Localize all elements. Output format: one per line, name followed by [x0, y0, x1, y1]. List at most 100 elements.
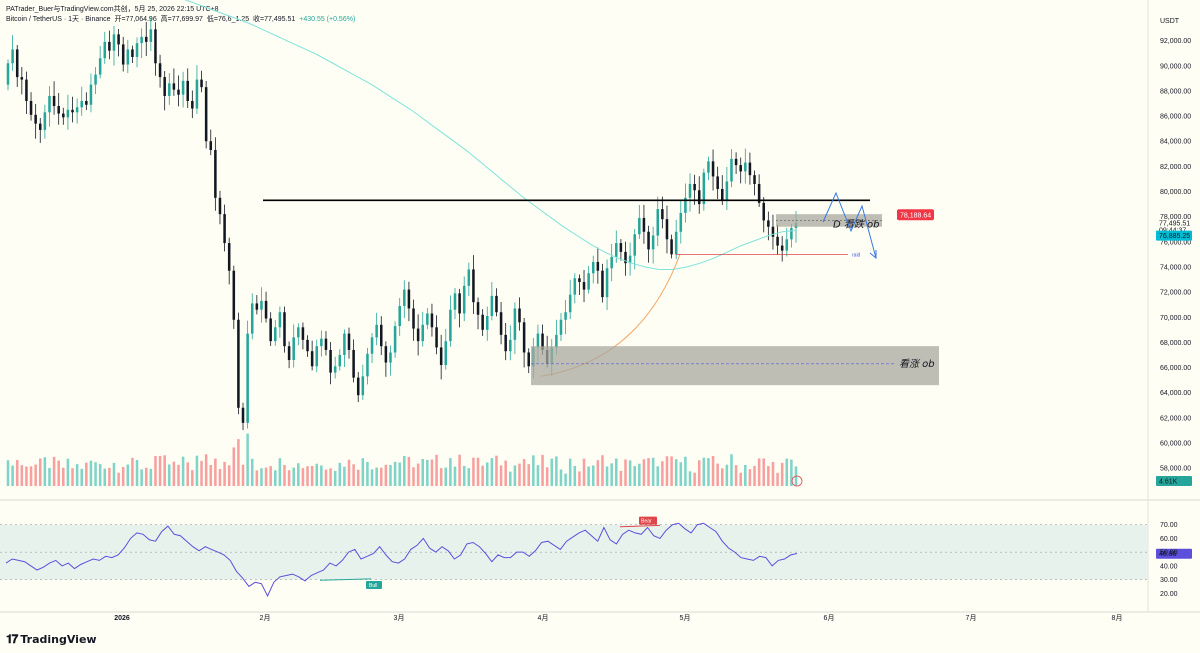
volume-bar	[633, 466, 636, 486]
candle-body	[485, 315, 489, 330]
candle-body	[191, 100, 194, 109]
volume-bar	[647, 458, 650, 486]
header-close: 收=77,495.51	[253, 16, 296, 23]
rsi-pane[interactable]: Bear Bull	[0, 516, 1148, 598]
volume-bar	[684, 456, 687, 486]
volume-bar	[260, 468, 263, 486]
volume-bar	[453, 466, 457, 486]
candle-body	[734, 158, 738, 166]
volume-bar	[149, 468, 153, 486]
volume-bar	[218, 468, 222, 486]
volume-bar	[527, 464, 530, 486]
candle-body	[582, 282, 586, 290]
header-symbol[interactable]: Bitcoin / TetherUS · 1天 · Binance	[6, 16, 111, 23]
volume-bar	[112, 462, 116, 486]
drawing-overlays[interactable]: 看涨 ob D 看跌 ob raid 78,188.64	[263, 191, 939, 487]
volume-bar	[195, 455, 199, 486]
ema-value-label: 76,885.25	[1159, 233, 1190, 240]
volume-bar	[241, 464, 245, 486]
candle-body	[306, 339, 309, 352]
candle-body	[34, 114, 37, 124]
volume-bar	[490, 458, 494, 486]
candle-body	[610, 256, 613, 269]
volume-bar	[85, 462, 88, 486]
price-tick-label: 76,000.00	[1160, 239, 1191, 246]
volume-bar	[555, 456, 558, 486]
candle-body	[513, 308, 517, 340]
volume-bar	[458, 454, 461, 486]
candle-body	[274, 327, 277, 342]
candle-body	[748, 162, 752, 176]
volume-bar	[435, 454, 438, 486]
volume-bar	[407, 456, 411, 486]
time-tick-label: 4月	[538, 614, 549, 622]
candle-body	[684, 197, 687, 213]
volume-bar	[610, 463, 613, 486]
candle-body	[439, 347, 443, 366]
header-source: PATrader_Buer与TradingView.com共创，5月 25, 2…	[6, 6, 219, 13]
volume-bar	[375, 467, 378, 486]
volume-bar	[278, 458, 282, 486]
volume-bar	[421, 459, 425, 486]
tradingview-logo[interactable]: 𝟏𝟕 TradingView	[6, 632, 97, 647]
rsi-line	[5, 522, 798, 598]
candle-body	[785, 239, 789, 251]
price-tick-label: 92,000.00	[1160, 38, 1191, 45]
candle-body	[237, 319, 240, 408]
candle-body	[131, 49, 134, 57]
volume-bar	[467, 468, 471, 486]
price-axis-currency: USDT	[1160, 18, 1180, 25]
volume-bar	[670, 456, 673, 486]
volume-bar	[131, 457, 134, 486]
candle-body	[223, 214, 226, 244]
candle-body	[177, 89, 180, 95]
candle-body	[762, 202, 766, 221]
price-axis[interactable]: USDT 92,000.00 90,000.00 88,000.00 86,000.0…	[1156, 18, 1192, 559]
volume-bar	[532, 455, 535, 486]
candle-body	[730, 158, 733, 182]
candle-body	[126, 49, 130, 65]
volume-bar	[665, 456, 669, 486]
candle-body	[467, 269, 471, 286]
volume-bar	[721, 468, 724, 486]
volume-bar	[573, 465, 577, 486]
time-tick-label: 5月	[680, 614, 691, 622]
candle-body	[790, 227, 793, 240]
price-tick-label: 68,000.00	[1160, 340, 1191, 347]
volume-bar	[163, 455, 166, 486]
volume-bar	[615, 458, 618, 486]
candle-body	[435, 327, 438, 348]
bullish-ob-label: 看涨 ob	[899, 358, 935, 370]
volume-bar	[310, 465, 314, 486]
volume-bar	[292, 467, 295, 486]
volume-bar	[274, 470, 277, 486]
candle-body	[490, 295, 494, 316]
candle-body	[117, 34, 120, 45]
volume-bar	[568, 458, 572, 486]
price-pane[interactable]	[0, 0, 1200, 613]
candle-body	[504, 334, 507, 352]
candle-body	[218, 197, 222, 215]
volume-bar	[730, 454, 733, 486]
price-tick-label: 86,000.00	[1160, 114, 1191, 121]
volume-bar	[449, 458, 452, 486]
time-axis[interactable]: 2026 2月 3月 4月 5月 6月 7月 8月	[114, 614, 1122, 622]
candle-body	[250, 303, 254, 334]
candle-body	[29, 100, 33, 115]
time-tick-label: 2月	[260, 614, 271, 622]
volume-bar	[333, 470, 337, 486]
rsi-tick-label: 30.00	[1160, 577, 1178, 584]
rsi-axis[interactable]: 70.00 60.00 50.00 40.00 30.00 20.00	[1160, 522, 1178, 598]
rsi-tick-label: 70.00	[1160, 522, 1178, 529]
candle-body	[204, 87, 208, 142]
volume-bar	[264, 467, 268, 486]
candle-body	[246, 333, 249, 423]
volume-bar	[227, 465, 231, 486]
price-tick-label: 84,000.00	[1160, 139, 1191, 146]
candle-body	[541, 333, 544, 350]
volume-bar	[117, 472, 120, 486]
last-price-label: 77,495.51	[1159, 221, 1190, 228]
volume-bar	[578, 471, 581, 486]
volume-bar	[255, 470, 259, 486]
